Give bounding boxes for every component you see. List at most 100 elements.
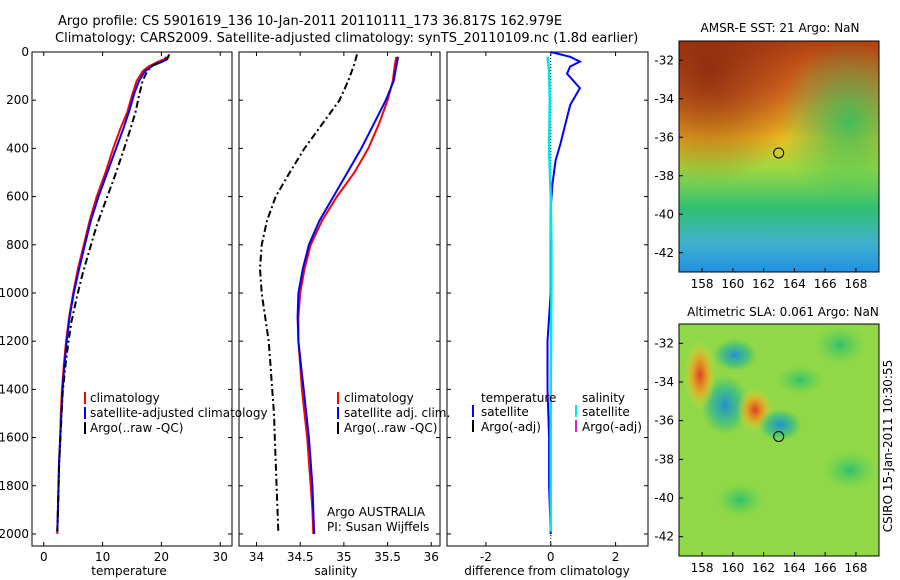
map-x-tick-label: 160 bbox=[721, 277, 744, 291]
sla-green-region bbox=[814, 325, 866, 365]
legend-temp-satellite: satellite bbox=[481, 405, 529, 419]
sst-green-region bbox=[679, 41, 879, 272]
x-tick-label: 2 bbox=[612, 550, 620, 564]
temperature-panel: 0 200 400 600 800 1000 1200 1400 1600 1800 2000 0 1… bbox=[0, 45, 268, 578]
legend-satellite: satellite-adjusted climatology bbox=[90, 406, 268, 420]
y-tick-label: 2000 bbox=[0, 527, 29, 541]
map-y-tick-label: -40 bbox=[654, 207, 674, 221]
sla-map-x-ticks: 158 160 162 164 166 168 bbox=[691, 552, 867, 575]
map-x-tick-label: 168 bbox=[844, 277, 867, 291]
header-line1: Argo profile: CS 5901619_136 10-Jan-2011… bbox=[58, 14, 562, 29]
map-x-tick-label: 158 bbox=[691, 277, 714, 291]
y-tick-label: 1000 bbox=[0, 286, 29, 300]
x-tick-label: 10 bbox=[95, 550, 110, 564]
y-tick-label: 1200 bbox=[0, 334, 29, 348]
annotation-pi: PI: Susan Wijffels bbox=[327, 520, 429, 534]
series-line-satellite-adjusted-climatology bbox=[56, 55, 170, 532]
x-tick-label: 35.5 bbox=[374, 550, 401, 564]
series-line-argo-raw-qc bbox=[258, 54, 358, 532]
map-y-tick-label: -32 bbox=[654, 53, 674, 67]
map-x-tick-label: 160 bbox=[721, 561, 744, 575]
legend-header-salinity: salinity bbox=[582, 391, 625, 405]
salinity-y-ticks bbox=[239, 51, 440, 535]
sla-high-eddy bbox=[684, 340, 716, 410]
sst-map-frame bbox=[678, 40, 880, 273]
map-y-tick-label: -38 bbox=[654, 452, 674, 466]
salinity-x-ticks: 34 34.5 35 35.5 36 bbox=[249, 52, 439, 564]
y-tick-label: 200 bbox=[6, 93, 29, 107]
sst-map-x-ticks: 158 160 162 164 166 168 bbox=[691, 268, 867, 291]
y-tick-label: 1400 bbox=[0, 382, 29, 396]
salinity-xlabel: salinity bbox=[314, 564, 357, 578]
legend-sal-argo: Argo(-adj) bbox=[582, 420, 642, 434]
legend-temp-argo: Argo(-adj) bbox=[481, 420, 541, 434]
temperature-lines bbox=[56, 54, 171, 535]
x-tick-label: 34 bbox=[249, 550, 264, 564]
sla-green-region bbox=[822, 450, 878, 490]
series-line-satellite bbox=[546, 56, 553, 532]
x-tick-label: 20 bbox=[154, 550, 169, 564]
y-tick-label: 1600 bbox=[0, 431, 29, 445]
map-y-tick-label: -34 bbox=[654, 92, 674, 106]
map-x-tick-label: 168 bbox=[844, 561, 867, 575]
map-x-tick-label: 166 bbox=[814, 277, 837, 291]
map-y-tick-label: -42 bbox=[654, 530, 674, 544]
map-y-tick-label: -32 bbox=[654, 336, 674, 350]
series-line-climatology bbox=[297, 56, 398, 535]
header-line2: Climatology: CARS2009. Satellite-adjuste… bbox=[55, 31, 638, 46]
legend-climatology: climatology bbox=[344, 391, 414, 405]
difference-y-ticks bbox=[447, 51, 648, 535]
x-tick-label: -2 bbox=[480, 550, 492, 564]
legend-header-temperature: temperature bbox=[481, 391, 556, 405]
y-tick-label: 800 bbox=[6, 238, 29, 252]
map-y-tick-label: -40 bbox=[654, 491, 674, 505]
sla-low-eddy bbox=[758, 409, 802, 441]
temperature-x-ticks: 0 10 20 30 bbox=[40, 52, 228, 564]
sst-map-title: AMSR-E SST: 21 Argo: NaN bbox=[701, 21, 860, 35]
difference-panel: -2 0 2 difference from climatology tempera… bbox=[446, 51, 649, 578]
sla-green-region bbox=[775, 365, 825, 395]
salinity-lines bbox=[258, 54, 400, 535]
map-y-tick-label: -36 bbox=[654, 414, 674, 428]
timestamp-label: CSIRO 15-Jan-2011 10:30:55 bbox=[881, 360, 895, 532]
legend-argo: Argo(..raw -QC) bbox=[344, 421, 437, 435]
map-x-tick-label: 164 bbox=[783, 561, 806, 575]
sla-map-frame bbox=[678, 323, 880, 557]
sla-argo-location-marker bbox=[773, 430, 785, 442]
difference-lines bbox=[546, 51, 583, 535]
temperature-y-ticks: 0 200 400 600 800 1000 1200 1400 1600 1800 2000 bbox=[0, 45, 232, 541]
y-tick-label: 600 bbox=[6, 190, 29, 204]
sla-map: Altimetric SLA: 0.061 Argo: NaN -32-34-3… bbox=[654, 305, 880, 575]
temperature-axes-frame bbox=[31, 51, 233, 547]
difference-xlabel: difference from climatology bbox=[464, 564, 630, 578]
series-line-satellite-adj-clim bbox=[296, 56, 400, 535]
sla-map-y-ticks: -32 -34 -36 -38 -40 -42 bbox=[654, 336, 683, 544]
temperature-legend: climatology satellite-adjusted climatolo… bbox=[84, 391, 268, 435]
map-x-tick-label: 164 bbox=[783, 277, 806, 291]
difference-legend: temperature salinity satellite Argo(-adj… bbox=[472, 391, 642, 434]
map-y-tick-label: -42 bbox=[654, 246, 674, 260]
x-tick-label: 0 bbox=[40, 550, 48, 564]
salinity-axes-frame bbox=[238, 51, 441, 547]
legend-sal-satellite: satellite bbox=[582, 405, 630, 419]
series-line-argo-raw-qc bbox=[56, 54, 171, 532]
sst-map: AMSR-E SST: 21 Argo: NaN -32 -34 -36 -38 -40… bbox=[654, 21, 880, 291]
annotation-argo-australia: Argo AUSTRALIA bbox=[327, 505, 426, 519]
difference-axes-frame bbox=[446, 51, 649, 547]
map-x-tick-label: 166 bbox=[814, 561, 837, 575]
x-tick-label: 30 bbox=[213, 550, 228, 564]
map-x-tick-label: 162 bbox=[752, 277, 775, 291]
map-y-tick-label: -34 bbox=[654, 375, 674, 389]
x-tick-label: 34.5 bbox=[287, 550, 314, 564]
map-x-tick-label: 162 bbox=[752, 561, 775, 575]
temperature-xlabel: temperature bbox=[91, 564, 166, 578]
sst-map-y-ticks: -32 -34 -36 -38 -40 -42 bbox=[654, 53, 683, 260]
map-x-tick-label: 158 bbox=[691, 561, 714, 575]
legend-satellite: satellite adj. clim. bbox=[344, 406, 450, 420]
sla-map-title: Altimetric SLA: 0.061 Argo: NaN bbox=[687, 305, 879, 319]
map-y-tick-label: -36 bbox=[654, 130, 674, 144]
sla-low-eddy bbox=[713, 339, 757, 371]
series-line-satellite bbox=[546, 51, 583, 535]
legend-climatology: climatology bbox=[90, 391, 160, 405]
